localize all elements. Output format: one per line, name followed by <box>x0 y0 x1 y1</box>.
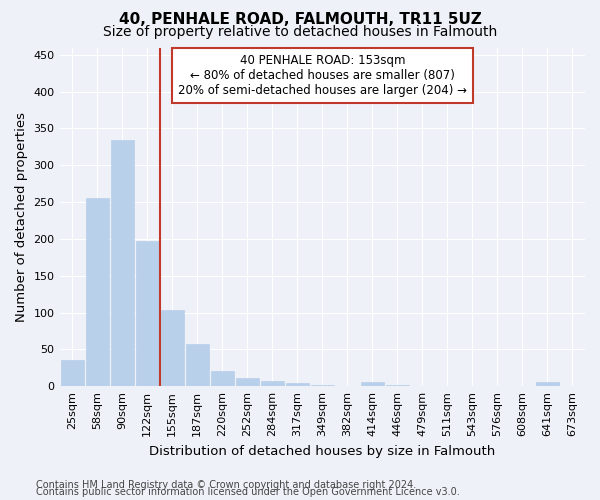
Bar <box>185 344 209 386</box>
X-axis label: Distribution of detached houses by size in Falmouth: Distribution of detached houses by size … <box>149 444 496 458</box>
Text: Contains HM Land Registry data © Crown copyright and database right 2024.: Contains HM Land Registry data © Crown c… <box>36 480 416 490</box>
Y-axis label: Number of detached properties: Number of detached properties <box>15 112 28 322</box>
Bar <box>236 378 259 386</box>
Bar <box>211 372 233 386</box>
Bar <box>161 310 184 386</box>
Text: 40 PENHALE ROAD: 153sqm
← 80% of detached houses are smaller (807)
20% of semi-d: 40 PENHALE ROAD: 153sqm ← 80% of detache… <box>178 54 467 98</box>
Bar <box>86 198 109 386</box>
Text: Size of property relative to detached houses in Falmouth: Size of property relative to detached ho… <box>103 25 497 39</box>
Bar <box>361 382 384 386</box>
Bar <box>61 360 83 386</box>
Bar <box>286 383 309 386</box>
Bar <box>261 381 284 386</box>
Bar <box>536 382 559 386</box>
Bar <box>136 241 158 386</box>
Bar <box>311 384 334 386</box>
Bar <box>110 140 134 386</box>
Text: Contains public sector information licensed under the Open Government Licence v3: Contains public sector information licen… <box>36 487 460 497</box>
Text: 40, PENHALE ROAD, FALMOUTH, TR11 5UZ: 40, PENHALE ROAD, FALMOUTH, TR11 5UZ <box>119 12 481 28</box>
